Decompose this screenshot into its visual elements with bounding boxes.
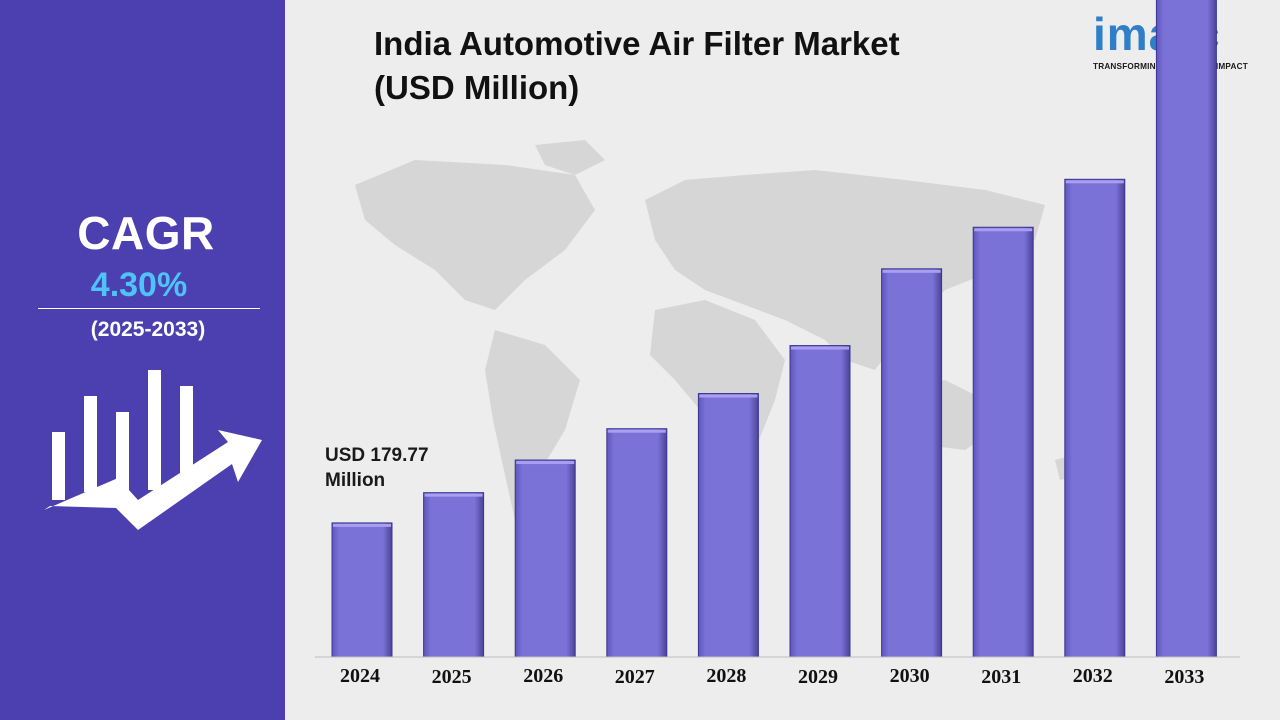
- annotation-2024: USD 179.77 Million: [325, 443, 429, 493]
- bar-cap-2031: [974, 228, 1033, 232]
- bar-2025: [423, 492, 485, 658]
- chart-title-line2: (USD Million): [374, 69, 580, 106]
- x-tick-2028: 2028: [706, 665, 746, 687]
- cagr-sidebar: CAGR 4.30% (2025-2033): [0, 0, 285, 720]
- annotation-value: USD 179.77: [325, 444, 429, 466]
- bar-chart-rising-arrow-icon: [44, 370, 262, 530]
- bar-cap-2025: [424, 493, 483, 497]
- chart-title-line1: India Automotive Air Filter Market: [374, 25, 900, 62]
- x-tick-2031: 2031: [981, 666, 1021, 688]
- bar-2029: [789, 345, 851, 658]
- bar-2027: [606, 428, 668, 658]
- cagr-value: 4.30%: [90, 266, 188, 304]
- bar-2033: [1155, 0, 1217, 658]
- bar-2031: [972, 226, 1034, 658]
- x-tick-2026: 2026: [523, 665, 563, 687]
- cagr-divider: [38, 308, 260, 309]
- x-tick-2025: 2025: [432, 666, 472, 688]
- cagr-period: (2025-2033): [90, 318, 206, 341]
- annotation-unit: Million: [325, 469, 386, 491]
- bar-cap-2027: [607, 429, 666, 433]
- x-tick-2027: 2027: [615, 666, 655, 688]
- x-tick-2033: 2033: [1164, 666, 1204, 688]
- bar-2026: [514, 459, 576, 658]
- bar-2024: [331, 522, 393, 658]
- x-tick-2029: 2029: [798, 666, 838, 688]
- x-tick-2032: 2032: [1073, 665, 1113, 687]
- bar-cap-2028: [699, 394, 758, 398]
- bar-2028: [697, 393, 759, 658]
- chart-title: India Automotive Air Filter Market (USD …: [374, 22, 1014, 110]
- bar-cap-2032: [1065, 180, 1124, 184]
- x-tick-2024: 2024: [340, 665, 380, 687]
- x-tick-labels: 2024 2025 2026 2027 2028 2029 2030 2031 2032 2033: [340, 665, 1204, 688]
- bar-cap-2024: [333, 523, 391, 527]
- bar-cap-2026: [516, 461, 575, 465]
- x-tick-2030: 2030: [890, 665, 930, 687]
- bars-layer: [331, 0, 1217, 658]
- bar-cap-2029: [791, 346, 849, 350]
- bar-2030: [881, 268, 943, 658]
- bar-2032: [1064, 178, 1126, 658]
- cagr-label: CAGR: [77, 207, 215, 259]
- bar-cap-2030: [882, 269, 941, 273]
